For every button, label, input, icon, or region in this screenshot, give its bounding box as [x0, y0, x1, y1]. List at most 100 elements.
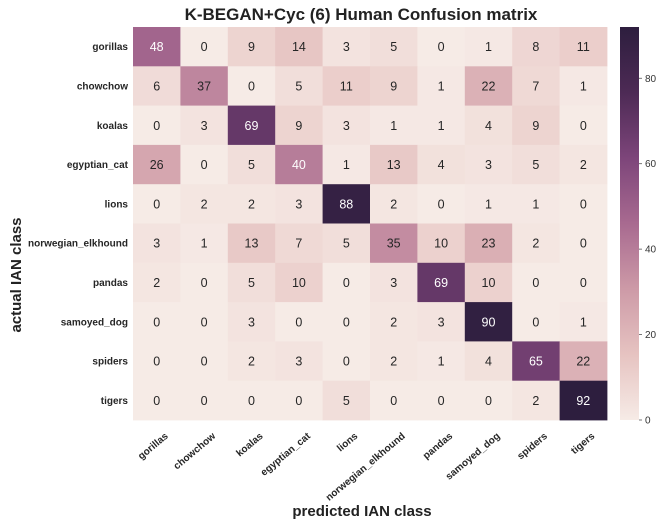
- cell-value-label: 11: [340, 79, 353, 93]
- cell-value-label: 10: [434, 237, 448, 251]
- cell-value-label: 22: [576, 355, 590, 369]
- heatmap-cell: [370, 302, 418, 342]
- y-tick-label: norwegian_elkhound: [28, 239, 128, 250]
- cell-value-label: 0: [201, 158, 208, 172]
- cell-value-label: 88: [339, 197, 353, 211]
- cell-value-label: 3: [438, 315, 445, 329]
- heatmap-cell: [417, 66, 466, 106]
- heatmap-cell: [133, 262, 181, 303]
- cell-value-label: 3: [295, 355, 302, 369]
- heatmap-cell: [275, 105, 323, 146]
- heatmap-cell: [559, 184, 608, 224]
- cell-value-label: 0: [343, 355, 350, 369]
- heatmap-cell: [133, 184, 181, 224]
- cell-value-label: 3: [485, 158, 492, 172]
- heatmap-cell: [464, 184, 513, 224]
- cell-value-label: 0: [248, 394, 255, 408]
- heatmap-cell: [464, 105, 513, 146]
- cell-value-label: 0: [153, 355, 160, 369]
- cell-value-label: 5: [248, 158, 255, 172]
- heatmap-cell: [180, 341, 229, 382]
- cell-value-label: 5: [532, 158, 539, 172]
- heatmap-cell: [133, 27, 181, 67]
- heatmap-cell: [275, 262, 323, 303]
- heatmap-cell: [322, 341, 371, 382]
- cell-value-label: 9: [532, 119, 539, 133]
- cell-value-label: 13: [387, 158, 401, 172]
- x-axis-label: predicted IAN class: [292, 503, 431, 520]
- y-tick-label: tigers: [101, 396, 129, 407]
- cell-value-label: 0: [153, 394, 160, 408]
- cell-value-label: 0: [153, 315, 160, 329]
- heatmap-cell: [417, 262, 466, 303]
- heatmap-cell: [559, 144, 608, 185]
- cell-value-label: 3: [343, 119, 350, 133]
- heatmap-cell: [275, 184, 323, 224]
- heatmap-cell: [370, 66, 418, 106]
- heatmap-cell: [133, 66, 181, 106]
- cell-value-label: 3: [248, 315, 255, 329]
- cell-value-label: 3: [295, 197, 302, 211]
- cell-value-label: 0: [295, 394, 302, 408]
- heatmap-cell: [227, 380, 276, 421]
- heatmap-cell: [512, 66, 560, 106]
- heatmap-cell: [559, 105, 608, 146]
- y-tick-label: gorillas: [92, 42, 128, 53]
- cell-value-label: 0: [390, 394, 397, 408]
- heatmap-cell: [559, 262, 608, 303]
- cell-value-label: 0: [201, 315, 208, 329]
- heatmap-cell: [370, 27, 418, 67]
- cell-value-label: 6: [153, 79, 160, 93]
- cell-value-label: 3: [343, 40, 350, 54]
- cell-value-label: 69: [245, 119, 259, 133]
- cell-value-label: 2: [390, 315, 397, 329]
- heatmap-cell: [322, 184, 371, 224]
- cell-value-label: 10: [292, 276, 306, 290]
- heatmap-cell: [464, 302, 513, 342]
- heatmap-cell: [275, 223, 323, 264]
- colorbar-tick-label: 40: [645, 245, 657, 256]
- cell-value-label: 4: [438, 158, 445, 172]
- heatmap-cell: [180, 223, 229, 264]
- cell-value-label: 1: [438, 355, 445, 369]
- cell-value-label: 0: [438, 394, 445, 408]
- heatmap-cell: [559, 380, 608, 421]
- colorbar-tick-label: 60: [645, 159, 657, 170]
- heatmap-cell: [180, 105, 229, 146]
- cell-value-label: 0: [343, 276, 350, 290]
- heatmap-cell: [512, 262, 560, 303]
- cell-value-label: 1: [201, 237, 208, 251]
- heatmap-cell: [133, 105, 181, 146]
- y-tick-label: koalas: [97, 121, 129, 132]
- cell-value-label: 4: [485, 119, 492, 133]
- heatmap-cell: [559, 223, 608, 264]
- x-tick-label: koalas: [235, 431, 266, 460]
- cell-value-label: 5: [343, 237, 350, 251]
- colorbar-tick-label: 80: [645, 74, 657, 85]
- heatmap-cell: [512, 105, 560, 146]
- x-tick-label: norwegian_elkhound: [324, 431, 408, 504]
- cell-value-label: 0: [532, 315, 539, 329]
- heatmap-cell: [180, 144, 229, 185]
- cell-value-label: 2: [153, 276, 160, 290]
- heatmap-cell: [133, 144, 181, 185]
- cell-value-label: 9: [390, 79, 397, 93]
- heatmap-cells: 48 0 9 14 3 5 0 1 8 116 37 0 5 11 9 1 22 7 10 3 69 9 3 1 1 4 9 026 0…: [133, 27, 608, 421]
- y-axis-label: actual IAN class: [8, 217, 25, 332]
- heatmap-cell: [227, 223, 276, 264]
- cell-value-label: 2: [532, 394, 539, 408]
- heatmap-cell: [180, 66, 229, 106]
- heatmap-cell: [417, 223, 466, 264]
- cell-value-label: 9: [295, 119, 302, 133]
- cell-value-label: 1: [438, 119, 445, 133]
- cell-value-label: 0: [201, 355, 208, 369]
- x-tick-label: chowchow: [172, 431, 218, 472]
- heatmap-cell: [512, 341, 560, 382]
- heatmap-cell: [370, 223, 418, 264]
- cell-value-label: 11: [577, 40, 590, 54]
- colorbar-tick-label: 0: [645, 416, 651, 427]
- heatmap-cell: [512, 302, 560, 342]
- heatmap-cell: [133, 341, 181, 382]
- cell-value-label: 65: [529, 355, 543, 369]
- heatmap-cell: [227, 144, 276, 185]
